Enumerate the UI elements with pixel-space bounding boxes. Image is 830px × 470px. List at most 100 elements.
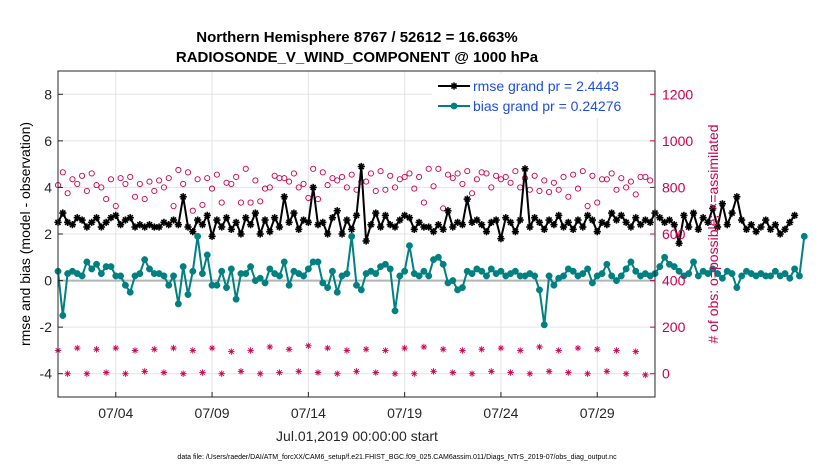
obs-possible-point [444,171,452,178]
bias-point [439,260,447,268]
rmse-point [680,211,688,219]
obs-possible-point [74,180,81,187]
rmse-point [150,223,158,231]
x-tick-label: 07/29 [580,405,615,421]
obs-assimilated-point [64,370,71,377]
bias-point [704,270,712,278]
bias-point [733,284,741,292]
bias-point [540,321,548,329]
obs-possible-point [637,173,644,180]
rmse-point [376,223,385,231]
bias-point [458,284,466,292]
obs-assimilated-point [131,347,139,354]
obs-assimilated-point [141,368,148,375]
rmse-point [675,239,683,247]
rmse-point [622,218,630,226]
bias-point [497,267,505,275]
rmse-point [665,216,674,224]
bias-point [545,272,553,280]
bias-point [121,281,129,289]
rmse-point [328,214,337,222]
bias-point [59,312,67,319]
obs-possible-point [218,199,225,206]
obs-assimilated-point [478,346,485,353]
obs-possible-point [271,172,278,179]
obs-possible-point [493,172,500,179]
obs-possible-point [401,173,408,180]
y-left-tick-label: 2 [44,226,52,242]
obs-possible-point [497,176,504,183]
obs-possible-point [122,180,129,187]
bias-point [213,281,221,289]
obs-possible-point [387,172,394,179]
obs-possible-point [64,190,71,197]
obs-assimilated-point [382,347,389,354]
rmse-point [155,223,163,231]
obs-possible-point [286,178,293,185]
rmse-point [367,221,375,229]
y-left-tick-label: -4 [40,366,53,382]
obs-possible-point [473,176,480,183]
x-tick-label: 07/19 [387,405,422,421]
obs-possible-point [112,203,119,210]
bias-point [319,279,327,287]
obs-assimilated-point [324,344,331,352]
obs-possible-point [618,175,625,182]
bias-point [709,265,717,273]
obs-possible-point [329,175,336,182]
chart-subtitle: RADIOSONDE_V_WIND_COMPONENT @ 1000 hPa [176,49,539,66]
obs-possible-point [127,173,134,180]
bias-point [242,270,250,278]
rmse-point [295,225,303,233]
obs-possible-point [560,173,567,180]
obs-assimilated-point [208,344,216,352]
rmse-point [762,216,770,224]
bias-point [598,270,606,278]
legend-marker [450,82,458,90]
bias-point [328,267,336,275]
rmse-point [540,225,548,233]
legend-label: bias grand pr = 0.24276 [473,98,621,114]
obs-assimilated-point [372,369,379,376]
bias-point [386,265,394,273]
bias-point [685,270,693,278]
obs-assimilated-point [247,347,254,354]
obs-possible-point [156,177,163,184]
obs-assimilated-point [266,343,274,351]
rmse-point [723,221,731,229]
y-right-tick-label: 1000 [662,133,693,149]
rmse-point [189,228,197,236]
obs-possible-point [247,199,254,206]
bias-point [632,267,640,275]
rmse-point [261,216,269,224]
obs-possible-point [627,178,634,185]
bias-point [78,272,86,280]
bias-point [285,281,293,289]
obs-possible-point [339,173,346,180]
rmse-point [728,209,736,217]
rmse-point [545,216,553,224]
rmse-point [405,214,414,222]
bias-point [622,265,630,273]
rmse-point [410,225,418,233]
rmse-point [617,211,625,219]
obs-possible-point [468,190,476,197]
rmse-point [439,225,447,233]
obs-assimilated-point [112,344,119,352]
obs-assimilated-point [276,369,283,376]
legend-entry-rmse: rmse grand pr = 2.4443 [438,78,619,94]
y-left-tick-label: 0 [44,273,52,289]
obs-possible-point [314,196,322,203]
bias-point [396,272,404,280]
obs-possible-point [546,189,553,196]
obs-assimilated-point [632,348,639,355]
obs-assimilated-point [343,347,351,354]
obs-possible-point [242,165,249,172]
obs-assimilated-point [603,368,611,375]
obs-possible-point [165,175,172,182]
bias-point [560,272,567,280]
obs-possible-point [257,198,264,205]
obs-possible-point [372,187,379,194]
obs-possible-point [295,184,302,191]
rmse-point [333,207,341,215]
